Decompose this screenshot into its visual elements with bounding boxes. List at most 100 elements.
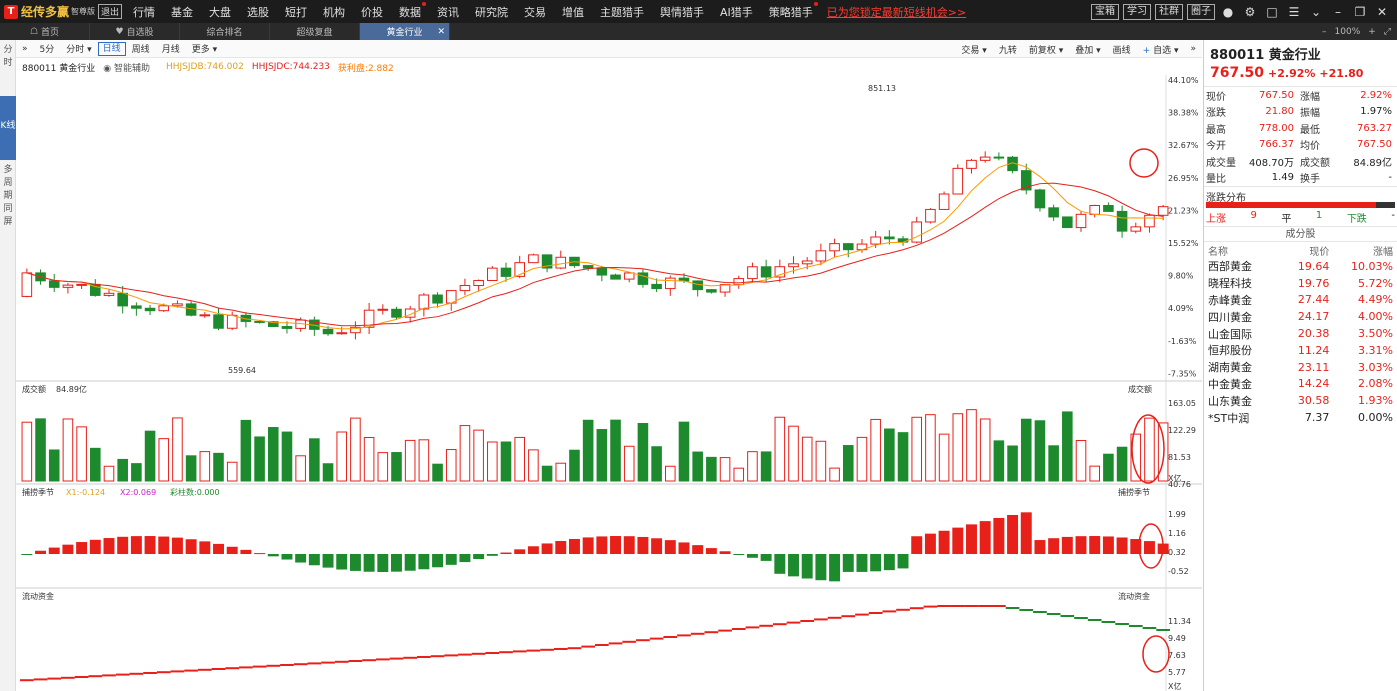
zoom-in-icon[interactable]: + [1368, 26, 1376, 37]
menu-item[interactable]: 资讯 [437, 5, 459, 19]
component-row[interactable]: 四川黄金 24.17 4.00% [1204, 308, 1397, 325]
zoom-level: 100% [1334, 26, 1361, 37]
period-intraday[interactable]: 分时 ▾ [66, 45, 92, 55]
nine-turn-button[interactable]: 九转 [998, 45, 1017, 56]
dropdown-icon[interactable]: ⌄ [1310, 4, 1322, 19]
menu-item[interactable]: 研究院 [475, 5, 508, 19]
minimize-icon[interactable]: – [1335, 4, 1341, 19]
gear-icon[interactable]: ⚙ [1244, 4, 1256, 19]
candle-body [500, 267, 512, 277]
component-row[interactable]: 湖南黄金 23.11 3.03% [1204, 359, 1397, 376]
toolbar-right: 交易 ▾ 九转 前复权 ▾ 叠加 ▾ 画线 + 自选 ▾ » [955, 40, 1202, 58]
macd-bar [267, 554, 279, 557]
chart-area[interactable]: 44.10% 38.38% 32.67% 26.95% 21.23% 15.52% 9.80… [16, 75, 1202, 691]
exit-button[interactable]: 退出 [98, 4, 123, 19]
macd-bar [514, 549, 526, 554]
component-row[interactable]: *ST中润 7.37 0.00% [1204, 409, 1397, 426]
menu-item[interactable]: 价投 [361, 5, 383, 19]
community-button[interactable]: 社群 [1155, 3, 1183, 20]
menu-item[interactable]: 选股 [247, 5, 269, 19]
tab-home[interactable]: ☖ 首页 [0, 23, 90, 40]
menu-item[interactable]: 短打 [285, 5, 307, 19]
collapse-icon[interactable]: » [22, 43, 28, 54]
up-bar [1206, 202, 1377, 208]
macd-bar [349, 554, 361, 571]
tab-watchlist[interactable]: ♥ 自选股 [90, 23, 180, 40]
tab-close-icon[interactable]: ✕ [437, 26, 445, 37]
candle-body [815, 250, 827, 262]
quote-row: 成交量 408.70万 成交额 84.89亿 [1204, 153, 1397, 170]
user-icon[interactable]: ● [1222, 4, 1234, 19]
volume-right-label: 成交额 [1128, 384, 1152, 394]
menu-item[interactable]: 增值 [562, 5, 584, 19]
expand-panel-icon[interactable]: » [1190, 44, 1196, 54]
overlay-dropdown[interactable]: 叠加 ▾ [1075, 45, 1101, 56]
tab-gold-industry[interactable]: 黄金行业 ✕ [360, 23, 450, 40]
smart-assist-toggle[interactable]: ◉ 智能辅助 [103, 63, 150, 74]
candle-body [336, 332, 348, 335]
draw-button[interactable]: 画线 [1112, 45, 1131, 56]
candle-body [582, 265, 594, 269]
macd-bar [199, 541, 211, 554]
window-icon[interactable]: □ [1266, 4, 1278, 19]
tab-review[interactable]: 超级复盘 [270, 23, 360, 40]
component-row[interactable]: 中金黄金 14.24 2.08% [1204, 376, 1397, 393]
candle-body [473, 279, 484, 287]
learn-button[interactable]: 学习 [1123, 3, 1151, 20]
menu-item[interactable]: 机构 [323, 5, 345, 19]
candle-body [528, 254, 539, 264]
flow-axis-label: 9.49 [1168, 634, 1186, 643]
menu-item[interactable]: 交易 [524, 5, 546, 19]
component-row[interactable]: 赤峰黄金 27.44 4.49% [1204, 292, 1397, 309]
promo-link[interactable]: 已为您锁定最新短线机会>> [826, 5, 967, 19]
menu-item[interactable]: 主题猎手 [600, 5, 644, 19]
component-row[interactable]: 晓程科技 19.76 5.72% [1204, 275, 1397, 292]
view-kline[interactable]: K线 [0, 96, 16, 160]
component-row[interactable]: 山金国际 20.38 3.50% [1204, 325, 1397, 342]
add-watchlist-button[interactable]: + 自选 ▾ [1142, 45, 1179, 56]
zoom-out-icon[interactable]: – [1322, 26, 1327, 37]
quote-value: 767.50 [1259, 89, 1294, 101]
menu-item[interactable]: 数据 [391, 1, 429, 20]
view-multi-period[interactable]: 多周期同屏 [3, 165, 13, 227]
close-icon[interactable]: ✕ [1376, 4, 1388, 19]
period-daily[interactable]: 日线 [97, 41, 126, 56]
expand-icon[interactable]: ⤢ [1383, 26, 1391, 37]
candle-body [240, 314, 252, 322]
menu-item[interactable]: AI猎手 [720, 5, 753, 19]
quote-row: 今开 766.37 均价 767.50 [1204, 137, 1397, 154]
volume-bar [473, 429, 484, 482]
volume-bar [459, 425, 471, 482]
component-row[interactable]: 恒邦股份 11.24 3.31% [1204, 342, 1397, 359]
circle-button[interactable]: 圈子 [1187, 3, 1215, 20]
main-menu: 行情 基金 大盘 选股 短打 机构 价投 数据 资讯 研究院 交易 增值 主题猎手 舆情猎手 AI猎手 策略猎… [125, 0, 821, 23]
menu-item[interactable]: 舆情猎手 [660, 5, 704, 19]
menu-item[interactable]: 基金 [171, 5, 193, 19]
candle-body [1075, 213, 1087, 229]
highlight-circle [1138, 523, 1164, 569]
menu-item[interactable]: 行情 [133, 5, 155, 19]
volume-bar [281, 431, 293, 482]
restore-icon[interactable]: ❐ [1354, 4, 1366, 19]
volume-bar [336, 431, 348, 482]
treasure-button[interactable]: 宝箱 [1091, 3, 1119, 20]
component-row[interactable]: 山东黄金 30.58 1.93% [1204, 392, 1397, 409]
menu-item[interactable]: 大盘 [209, 5, 231, 19]
quote-row: 现价 767.50 涨幅 2.92% [1204, 87, 1397, 104]
view-intraday[interactable]: 分时 [3, 45, 13, 68]
period-more[interactable]: 更多 ▾ [191, 45, 218, 55]
adjust-dropdown[interactable]: 前复权 ▾ [1028, 45, 1064, 56]
flow-title: 流动资金 [22, 591, 54, 601]
candle-body [1089, 205, 1100, 215]
app-logo[interactable]: T 经传多赢 智尊版 退出 [0, 3, 125, 20]
menu-icon[interactable]: ☰ [1288, 4, 1300, 19]
kline-chart[interactable]: 44.10% 38.38% 32.67% 26.95% 21.23% 15.52% 9.80… [16, 75, 1202, 691]
period-5min[interactable]: 5分 [39, 45, 55, 55]
period-weekly[interactable]: 周线 [131, 45, 150, 55]
component-row[interactable]: 西部黄金 19.64 10.03% [1204, 258, 1397, 275]
volume-bar [678, 421, 690, 482]
menu-item[interactable]: 策略猎手 [761, 1, 821, 20]
period-monthly[interactable]: 月线 [161, 45, 180, 55]
tab-ranking[interactable]: 综合排名 [180, 23, 270, 40]
trade-dropdown[interactable]: 交易 ▾ [961, 45, 987, 56]
